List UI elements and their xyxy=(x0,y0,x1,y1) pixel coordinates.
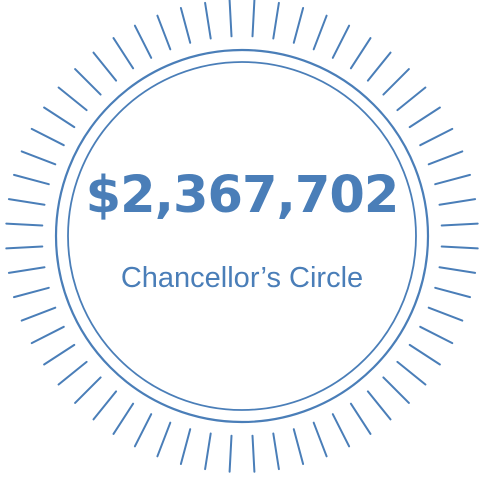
sunburst-ray xyxy=(331,413,351,448)
sunburst-ray xyxy=(228,0,233,38)
sunburst-ray xyxy=(43,343,76,366)
sunburst-ray xyxy=(382,376,410,404)
sunburst-ray xyxy=(427,150,464,166)
sunburst-ray xyxy=(92,51,118,82)
sunburst-ray xyxy=(92,390,118,421)
donation-amount: $2,367,702 xyxy=(85,166,400,225)
sunburst-ray xyxy=(133,24,153,59)
sunburst-ray xyxy=(13,173,50,186)
inner-ring xyxy=(67,61,417,411)
sunburst-ray xyxy=(419,127,454,147)
sunburst-ray xyxy=(312,14,328,51)
sunburst-ray xyxy=(204,432,212,471)
sunburst-ray xyxy=(20,306,57,322)
sunburst-ray xyxy=(74,68,102,96)
sunburst-ray xyxy=(13,286,50,299)
sunburst-ray xyxy=(57,360,88,386)
sunburst-ray xyxy=(438,198,477,206)
sunburst-ray xyxy=(156,421,172,458)
sunburst-ray xyxy=(30,127,65,147)
sunburst-ray xyxy=(440,245,479,250)
sunburst-ray xyxy=(292,7,305,44)
sunburst-ray xyxy=(43,106,76,129)
sunburst-ray xyxy=(382,68,410,96)
sunburst-ray xyxy=(7,266,46,274)
sunburst-ray xyxy=(5,222,44,227)
sunburst-ray xyxy=(427,306,464,322)
sunburst-ray xyxy=(408,343,441,366)
sunburst-ray xyxy=(272,1,280,40)
sunburst-ray xyxy=(434,173,471,186)
sunburst-ray xyxy=(179,7,192,44)
sunburst-ray xyxy=(112,402,135,435)
sunburst-ray xyxy=(396,360,427,386)
sunburst-ray xyxy=(57,86,88,112)
giving-level-label: Chancellor’s Circle xyxy=(120,262,364,294)
sunburst-ray xyxy=(204,1,212,40)
sunburst-ray xyxy=(366,390,392,421)
sunburst-ray xyxy=(438,266,477,274)
sunburst-ray xyxy=(30,325,65,345)
sunburst-ray xyxy=(434,286,471,299)
sunburst-ray xyxy=(440,222,479,227)
sunburst-ray xyxy=(366,51,392,82)
sunburst-ray xyxy=(312,421,328,458)
sunburst-ray xyxy=(349,402,372,435)
sunburst-ray xyxy=(251,0,256,38)
sunburst-ray xyxy=(7,198,46,206)
sunburst-ray xyxy=(179,428,192,465)
sunburst-ray xyxy=(156,14,172,51)
outer-ring xyxy=(54,48,430,424)
sunburst-ray xyxy=(419,325,454,345)
sunburst-ray xyxy=(112,37,135,70)
sunburst-ray xyxy=(74,376,102,404)
sunburst-ray xyxy=(292,428,305,465)
sunburst-ray xyxy=(228,434,233,473)
sunburst-ray xyxy=(251,434,256,473)
sunburst-ray xyxy=(272,432,280,471)
sunburst-ray xyxy=(133,413,153,448)
sunburst-ray xyxy=(331,24,351,59)
sunburst-ray xyxy=(396,86,427,112)
sunburst-ray xyxy=(408,106,441,129)
sunburst-ray xyxy=(5,245,44,250)
sunburst-rays xyxy=(5,0,479,473)
sunburst-ray xyxy=(349,37,372,70)
sunburst-ray xyxy=(20,150,57,166)
